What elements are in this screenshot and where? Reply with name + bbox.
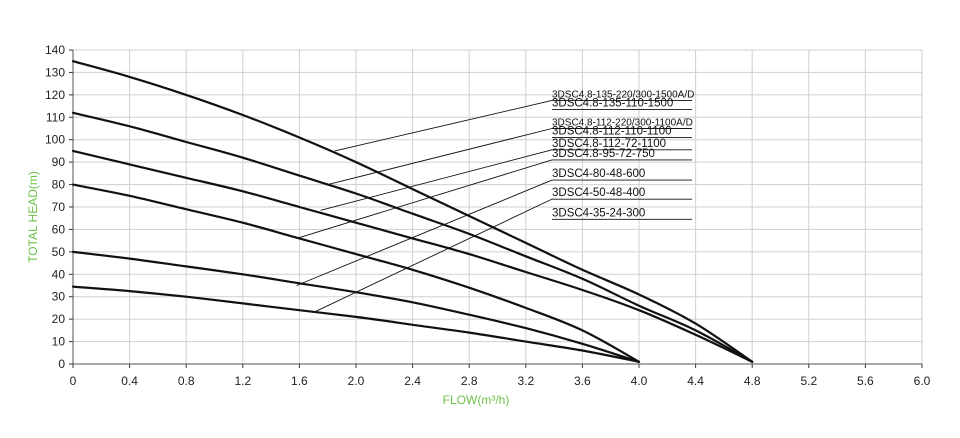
y-tick-label: 30 xyxy=(52,290,66,304)
x-tick-label: 0.8 xyxy=(178,374,195,388)
x-tick-label: 2.8 xyxy=(461,374,478,388)
y-tick-label: 120 xyxy=(45,88,65,102)
x-tick-label: 2.0 xyxy=(348,374,365,388)
y-tick-label: 90 xyxy=(52,155,66,169)
callout-label: 3DSC4-35-24-300 xyxy=(552,207,645,219)
x-tick-label: 0 xyxy=(70,374,77,388)
x-tick-label: 3.2 xyxy=(517,374,534,388)
y-tick-label: 60 xyxy=(52,222,66,236)
x-axis-title: FLOW(m³/h) xyxy=(443,393,510,407)
x-tick-label: 1.2 xyxy=(234,374,251,388)
y-tick-label: 0 xyxy=(58,357,65,371)
callout-label: 3DSC4.8-112-220/300-1100A/D xyxy=(552,118,693,129)
callout-leader xyxy=(327,128,553,186)
x-tick-label: 0.4 xyxy=(121,374,138,388)
curves xyxy=(71,60,754,363)
callout-label: 3DSC4.8-135-110-1500 xyxy=(552,97,673,109)
callout-leader xyxy=(313,198,553,313)
y-tick-label: 10 xyxy=(52,335,66,349)
x-tick-label: 1.6 xyxy=(291,374,308,388)
callout-label: 3DSC4.8-135-220/300-1500A/D xyxy=(552,89,694,100)
x-tick-label: 4.0 xyxy=(631,374,648,388)
y-tick-label: 40 xyxy=(52,267,66,281)
y-tick-label: 100 xyxy=(45,133,65,147)
x-tick-label: 5.6 xyxy=(857,374,874,388)
series-line-3 xyxy=(71,149,754,363)
callout-label: 3DSC4.8-112-72-1100 xyxy=(552,138,666,150)
axes: 0 0.4 0.8 1.2 1.6 2.0 2.4 2.8 3.2 3.6 4.0 4.4 4.8 5.2… xyxy=(45,43,931,388)
y-tick-label: 130 xyxy=(45,65,65,79)
y-tick-label: 20 xyxy=(52,312,66,326)
callout-leader xyxy=(320,149,553,211)
callout-label: 3DSC4.8-95-72-750 xyxy=(552,148,655,160)
y-tick-label: 110 xyxy=(46,110,65,124)
y-tick-label: 80 xyxy=(52,178,66,192)
x-tick-label: 4.8 xyxy=(744,374,761,388)
series-line-1 xyxy=(71,60,754,363)
x-tick-label: 2.4 xyxy=(404,374,421,388)
x-tick-label: 5.2 xyxy=(800,374,817,388)
series-line-4 xyxy=(71,183,641,363)
callouts: 3DSC4.8-135-220/300-1500A/D3DSC4.8-135-1… xyxy=(296,89,694,313)
callout-label: 3DSC4-80-48-600 xyxy=(552,168,645,180)
x-tick-label: 4.4 xyxy=(687,374,704,388)
series-line-6 xyxy=(71,285,641,363)
y-axis-title: TOTAL HEAD(m) xyxy=(26,171,40,263)
callout-leader xyxy=(296,159,553,239)
callout-label: 3DSC4.8-112-110-1100 xyxy=(552,125,672,137)
callout-label: 3DSC4-50-48-400 xyxy=(552,187,645,199)
grid xyxy=(72,49,923,365)
y-tick-label: 140 xyxy=(45,43,65,57)
callout-leader xyxy=(334,100,553,152)
x-tick-label: 6.0 xyxy=(914,374,931,388)
callout-leader xyxy=(296,179,553,286)
x-tick-label: 3.6 xyxy=(574,374,591,388)
series-line-2 xyxy=(71,111,754,363)
y-tick-label: 70 xyxy=(52,200,66,214)
y-tick-label: 50 xyxy=(52,245,66,259)
